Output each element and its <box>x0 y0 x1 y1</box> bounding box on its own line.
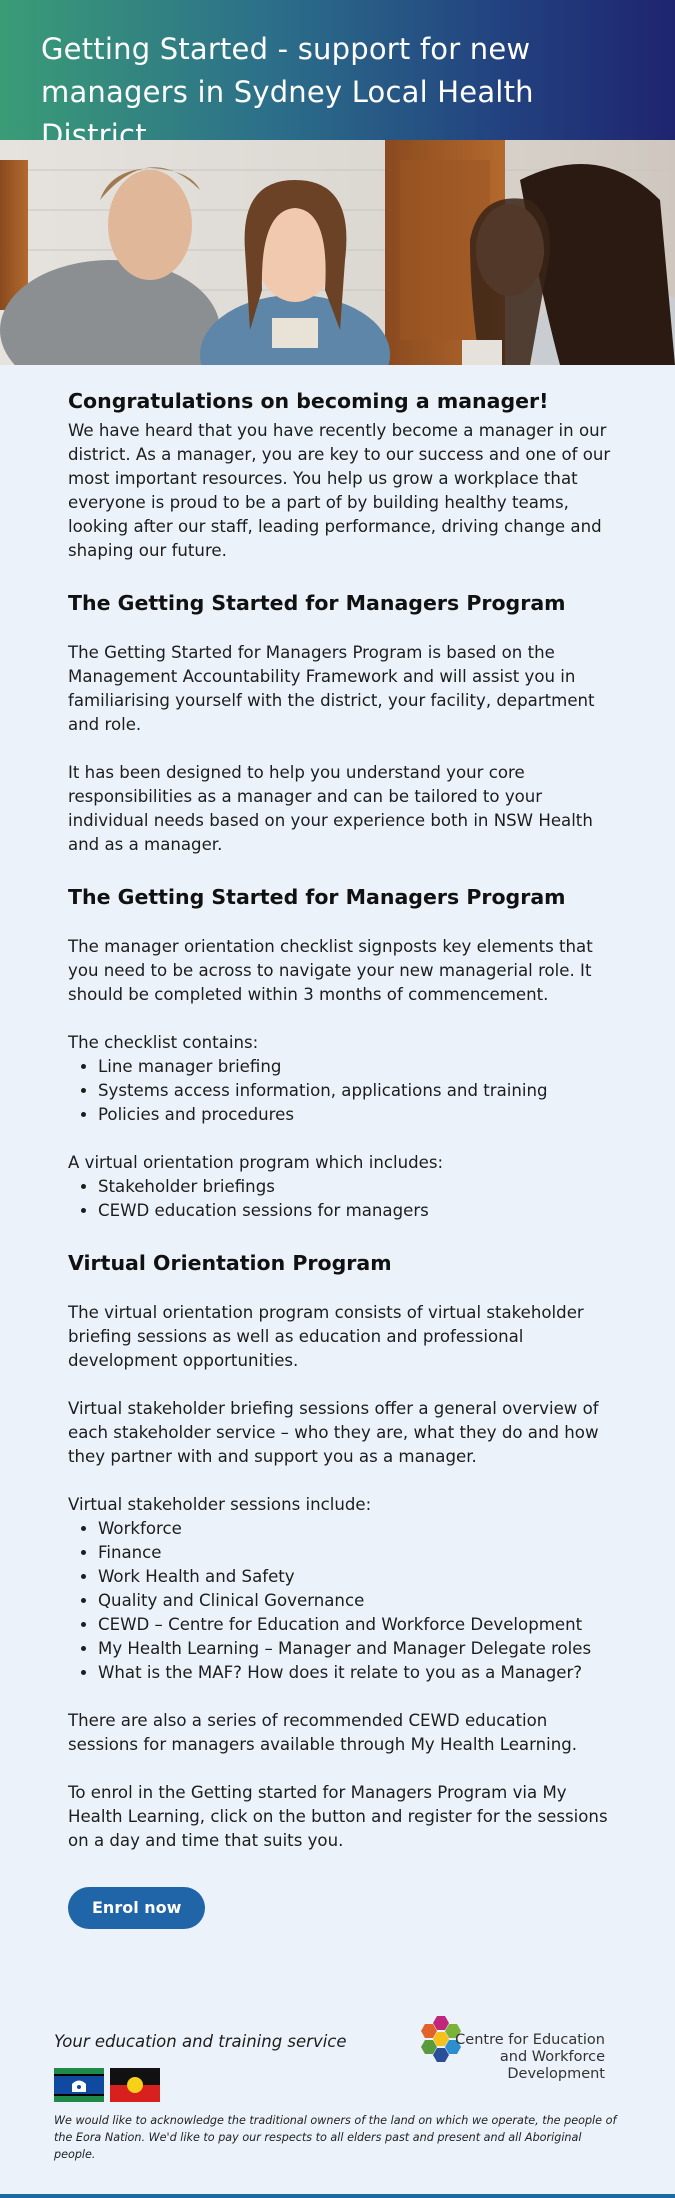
list-item: Line manager briefing <box>98 1055 617 1079</box>
main-content: Congratulations on becoming a manager! W… <box>0 365 675 1929</box>
list-item: Policies and procedures <box>98 1103 617 1127</box>
list-item: Systems access information, applications… <box>98 1079 617 1103</box>
list-item: Workforce <box>98 1517 617 1541</box>
cewd-logo-text: Centre for Education and Workforce Devel… <box>415 2032 605 2083</box>
program-para-1: The Getting Started for Managers Program… <box>68 643 595 734</box>
virtual-sessions-list: Workforce Finance Work Health and Safety… <box>68 1517 617 1685</box>
acknowledgement-text: We would like to acknowledge the traditi… <box>54 2114 617 2161</box>
hero-photo-illustration <box>0 140 675 365</box>
virtual-heading: Virtual Orientation Program <box>68 1251 392 1275</box>
logo-line-2: and Workforce Development <box>499 2049 605 2082</box>
flags <box>54 2068 160 2102</box>
bottom-bar <box>0 2194 675 2198</box>
page-header: Getting Started - support for new manage… <box>0 0 675 152</box>
logo-line-1: Centre for Education <box>455 2032 605 2048</box>
cewd-hexagon-icon <box>421 2016 461 2062</box>
list-item: CEWD education sessions for managers <box>98 1199 617 1223</box>
footer-tagline: Your education and training service <box>54 2032 347 2051</box>
torres-strait-islander-flag-icon <box>54 2068 104 2102</box>
hero-image <box>0 140 675 365</box>
aboriginal-flag-icon <box>110 2068 160 2102</box>
checklist-contains-label: The checklist contains: <box>68 1033 259 1052</box>
list-item: Quality and Clinical Governance <box>98 1589 617 1613</box>
program-heading: The Getting Started for Managers Program <box>68 591 566 615</box>
checklist-para-1: The manager orientation checklist signpo… <box>68 937 593 1004</box>
list-item: My Health Learning – Manager and Manager… <box>98 1637 617 1661</box>
virtual-sessions-label: Virtual stakeholder sessions include: <box>68 1495 372 1514</box>
virtual-para-3: There are also a series of recommended C… <box>68 1711 578 1754</box>
virtual-para-2: Virtual stakeholder briefing sessions of… <box>68 1399 599 1466</box>
checklist-heading: The Getting Started for Managers Program <box>68 885 566 909</box>
intro-body: We have heard that you have recently bec… <box>68 421 611 560</box>
list-item: CEWD – Centre for Education and Workforc… <box>98 1613 617 1637</box>
cewd-logo: Centre for Education and Workforce Devel… <box>415 2016 605 2083</box>
list-item: Finance <box>98 1541 617 1565</box>
list-item: Stakeholder briefings <box>98 1175 617 1199</box>
page-title: Getting Started - support for new manage… <box>41 32 534 152</box>
virtual-para-1: The virtual orientation program consists… <box>68 1303 584 1370</box>
virtual-program-list: Stakeholder briefings CEWD education ses… <box>68 1175 617 1223</box>
list-item: What is the MAF? How does it relate to y… <box>98 1661 617 1685</box>
checklist-list: Line manager briefing Systems access inf… <box>68 1055 617 1127</box>
enrol-now-button[interactable]: Enrol now <box>68 1887 206 1929</box>
intro-heading: Congratulations on becoming a manager! <box>68 389 549 413</box>
virtual-para-4: To enrol in the Getting started for Mana… <box>68 1783 608 1850</box>
virtual-program-label: A virtual orientation program which incl… <box>68 1153 444 1172</box>
list-item: Work Health and Safety <box>98 1565 617 1589</box>
program-para-2: It has been designed to help you underst… <box>68 763 593 854</box>
